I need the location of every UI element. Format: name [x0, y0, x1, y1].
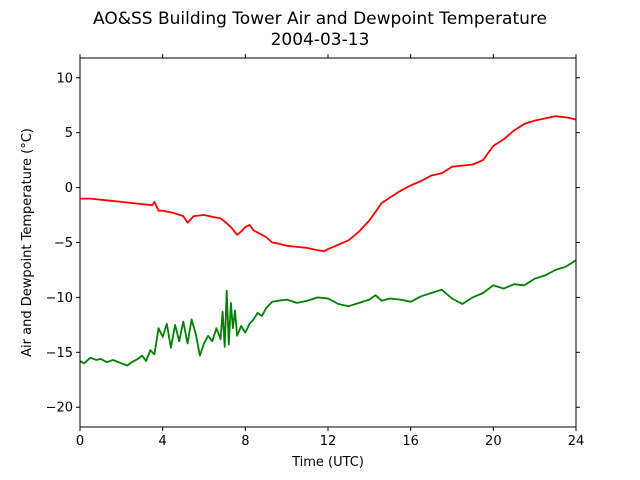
ticks-group: 0 4 8 12 16 20 24 10 5 0 −5 −10 −15 −20: [46, 54, 585, 449]
x-tick-label: 0: [76, 434, 84, 449]
y-tick-label: −10: [46, 291, 73, 306]
chart-subtitle: 2004-03-13: [271, 30, 370, 50]
x-tick-label: 20: [485, 434, 502, 449]
series-line-1: [80, 115, 577, 253]
y-tick-label: 0: [65, 181, 73, 196]
y-tick-label: 5: [65, 126, 73, 141]
x-tick-label: 16: [402, 434, 419, 449]
y-tick-label: −5: [54, 236, 73, 251]
y-tick-label: −20: [46, 401, 73, 416]
x-tick-label: 8: [241, 434, 249, 449]
chart-title: AO&SS Building Tower Air and Dewpoint Te…: [93, 9, 547, 29]
y-tick-label: 10: [56, 71, 73, 86]
plot-area: 0 4 8 12 16 20 24 10 5 0 −5 −10 −15 −20: [46, 54, 585, 449]
series-group: [79, 115, 577, 367]
plot-frame: [79, 57, 577, 428]
x-tick-label: 24: [568, 434, 585, 449]
x-tick-label: 4: [159, 434, 167, 449]
x-axis-label: Time (UTC): [291, 455, 364, 470]
series-line-2: [79, 259, 577, 367]
x-tick-label: 12: [320, 434, 337, 449]
y-tick-label: −15: [46, 346, 73, 361]
y-axis-label: Air and Dewpoint Temperature (°C): [20, 128, 35, 357]
